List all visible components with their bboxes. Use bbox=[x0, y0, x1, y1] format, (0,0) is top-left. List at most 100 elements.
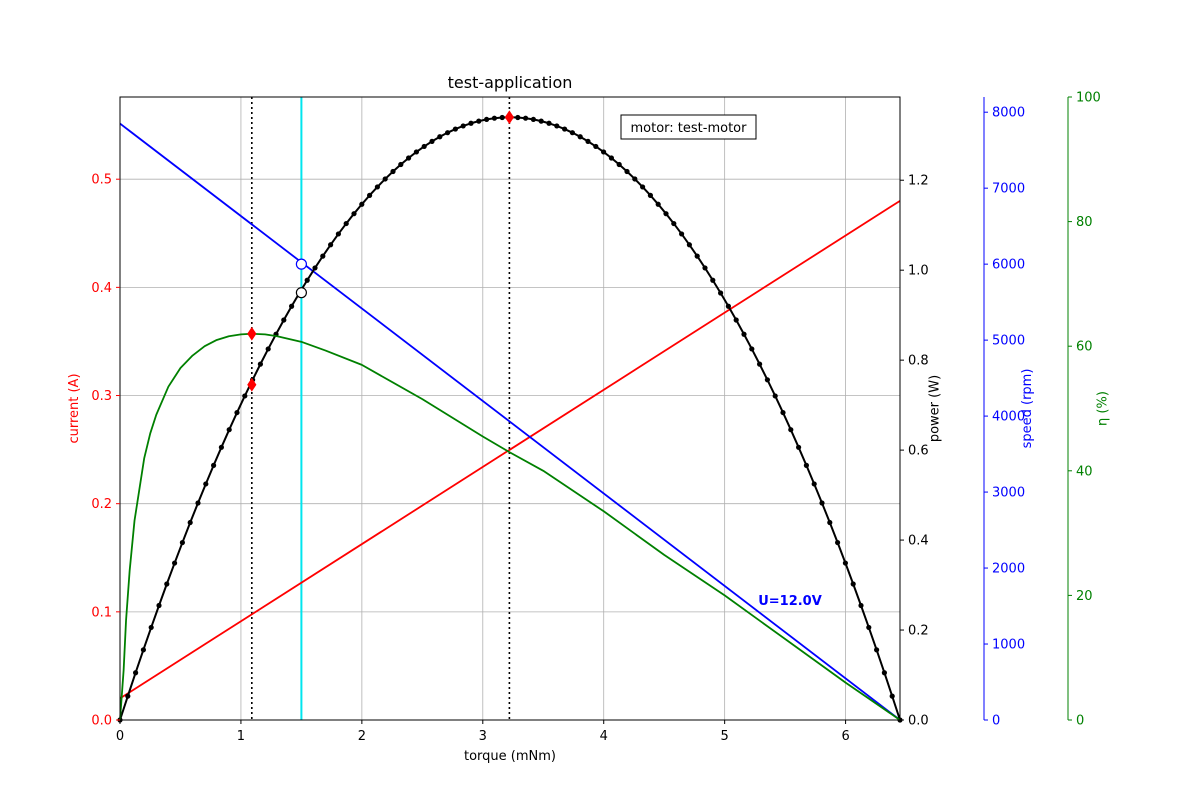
power-point bbox=[585, 138, 591, 144]
power-point bbox=[226, 427, 232, 433]
diamond-marker bbox=[247, 326, 257, 341]
power-point bbox=[624, 168, 630, 175]
power-point bbox=[406, 155, 412, 161]
power-point bbox=[780, 409, 786, 416]
highlight-markers bbox=[247, 110, 514, 392]
power-point bbox=[757, 361, 763, 367]
data-series bbox=[117, 114, 903, 723]
power-point bbox=[499, 114, 505, 121]
y-tick-label-power: 1.2 bbox=[908, 174, 929, 189]
power-point bbox=[647, 192, 654, 198]
power-point bbox=[686, 242, 693, 248]
power-point bbox=[320, 253, 326, 259]
power-point bbox=[796, 444, 802, 450]
power-point bbox=[710, 277, 716, 283]
power-point bbox=[562, 126, 568, 132]
y-tick-label-eta: 40 bbox=[1076, 464, 1093, 479]
y-tick-label-power: 0.6 bbox=[908, 444, 929, 459]
y-tick-label-power: 0.0 bbox=[908, 714, 929, 729]
power-point bbox=[741, 331, 747, 337]
power-point bbox=[445, 130, 451, 136]
open-marker bbox=[295, 287, 307, 299]
chart-title: test-application bbox=[448, 73, 573, 92]
power-point bbox=[133, 670, 139, 676]
power-point bbox=[359, 201, 365, 207]
power-point bbox=[819, 500, 825, 506]
power-point bbox=[569, 130, 576, 136]
power-point bbox=[179, 539, 185, 546]
power-point bbox=[289, 303, 295, 309]
power-point bbox=[374, 184, 380, 190]
power-point bbox=[725, 303, 732, 309]
power-point bbox=[312, 265, 318, 271]
power-point bbox=[811, 481, 817, 487]
power-point bbox=[125, 693, 131, 699]
open-marker bbox=[295, 258, 307, 270]
power-point bbox=[593, 143, 599, 150]
voltage-label: U=12.0V bbox=[758, 594, 822, 609]
x-tick-label: 6 bbox=[841, 729, 849, 744]
power-point bbox=[694, 253, 700, 259]
y-tick-label-speed: 4000 bbox=[992, 410, 1025, 425]
series-line-eta bbox=[119, 332, 901, 721]
power-point bbox=[234, 409, 240, 416]
plot-frame bbox=[119, 96, 901, 721]
power-point bbox=[203, 481, 209, 487]
power-point bbox=[211, 462, 217, 468]
power-point bbox=[577, 134, 583, 140]
power-point bbox=[367, 192, 373, 198]
power-point bbox=[257, 361, 263, 367]
power-point bbox=[429, 138, 435, 144]
x-tick-label: 1 bbox=[237, 729, 245, 744]
y-tick-label-speed: 8000 bbox=[992, 106, 1025, 121]
y-tick-label-speed: 6000 bbox=[992, 258, 1025, 273]
y-tick-label-eta: 100 bbox=[1076, 91, 1101, 106]
y-tick-label-eta: 0 bbox=[1076, 714, 1084, 729]
power-point bbox=[328, 242, 334, 248]
y-tick-label-power: 0.8 bbox=[908, 354, 929, 369]
power-point bbox=[421, 143, 427, 150]
power-point bbox=[803, 462, 810, 468]
power-point bbox=[850, 581, 856, 587]
power-point bbox=[515, 114, 521, 121]
power-point bbox=[452, 126, 458, 132]
power-point bbox=[172, 560, 178, 566]
power-point bbox=[164, 581, 170, 587]
x-tick-label: 4 bbox=[600, 729, 608, 744]
power-point bbox=[195, 500, 201, 506]
power-point bbox=[281, 317, 287, 323]
power-point bbox=[265, 346, 271, 352]
x-axis-label: torque (mNm) bbox=[464, 749, 556, 764]
y-tick-label-current: 0.3 bbox=[91, 389, 112, 404]
axes: 0 1 2 3 4 5 6 0.0 0.1 0.2 0.3 0.4 0.5 current (A) 0.0 0… bbox=[67, 91, 1111, 745]
y-axis-label-speed: speed (rpm) bbox=[1020, 369, 1035, 449]
series-line-current bbox=[119, 200, 901, 700]
power-point bbox=[218, 444, 224, 450]
power-point bbox=[616, 161, 622, 168]
y-tick-label-eta: 20 bbox=[1076, 589, 1093, 604]
y-tick-label-speed: 0 bbox=[992, 714, 1000, 729]
x-tick-label: 5 bbox=[721, 729, 729, 744]
power-point bbox=[601, 149, 607, 155]
power-point bbox=[671, 220, 677, 227]
power-point bbox=[866, 624, 872, 631]
power-point bbox=[460, 123, 466, 129]
power-point bbox=[874, 647, 880, 653]
y-tick-label-eta: 60 bbox=[1076, 340, 1093, 355]
power-point bbox=[343, 220, 349, 227]
power-point bbox=[398, 161, 404, 168]
annotation-box: motor: test-motor bbox=[620, 114, 757, 140]
power-point bbox=[351, 211, 357, 217]
power-point bbox=[764, 377, 771, 383]
power-point bbox=[382, 176, 388, 182]
power-point bbox=[640, 184, 646, 190]
y-tick-label-speed: 1000 bbox=[992, 638, 1025, 653]
y-tick-label-eta: 80 bbox=[1076, 215, 1093, 230]
power-point bbox=[733, 317, 739, 323]
power-point bbox=[655, 201, 661, 207]
power-point bbox=[749, 346, 755, 352]
power-point bbox=[476, 118, 482, 124]
power-point bbox=[413, 149, 419, 155]
power-point bbox=[437, 134, 443, 140]
x-tick-label: 0 bbox=[116, 729, 124, 744]
